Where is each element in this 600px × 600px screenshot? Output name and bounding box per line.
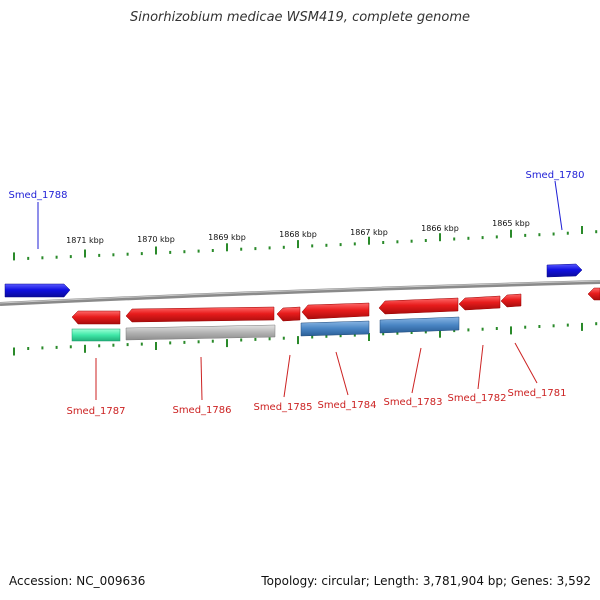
leader-line-smed-1784 <box>335 351 349 396</box>
leader-line-smed-1781 <box>514 342 538 384</box>
ruler-ticks-bottom <box>13 322 598 356</box>
gene-label-smed-1785[interactable]: Smed_1785 <box>253 402 312 413</box>
gene-label-smed-1784[interactable]: Smed_1784 <box>317 400 376 411</box>
gene-smed-1784[interactable] <box>301 302 370 320</box>
leader-line-smed-1783 <box>411 347 422 394</box>
ruler-label: 1871 kbp <box>66 236 104 245</box>
ruler-ticks-top <box>13 226 598 261</box>
gene-smed-1785[interactable] <box>276 306 301 322</box>
gene-smed-1788[interactable] <box>4 283 71 298</box>
genome-backbone <box>0 280 600 306</box>
gene-smed-1787[interactable] <box>71 310 121 325</box>
ruler-label: 1865 kbp <box>492 219 530 228</box>
gene-smed-1781[interactable] <box>500 293 522 308</box>
gene-smed-1780[interactable] <box>546 263 583 278</box>
genome-title: Sinorhizobium medicae WSM419, complete g… <box>129 10 471 25</box>
accession-text: Accession: NC_009636 <box>9 574 146 588</box>
ruler-label: 1869 kbp <box>208 233 246 242</box>
ruler-label: 1867 kbp <box>350 228 388 237</box>
leader-line-smed-1780 <box>554 180 563 231</box>
ruler-label: 1870 kbp <box>137 235 175 244</box>
gene-smed-1783[interactable] <box>378 297 459 315</box>
gene-label-smed-1780[interactable]: Smed_1780 <box>525 170 584 181</box>
leader-line-smed-1786 <box>200 356 203 401</box>
gene-label-smed-1781[interactable]: Smed_1781 <box>507 388 566 399</box>
gene-label-smed-1783[interactable]: Smed_1783 <box>383 397 442 408</box>
gene-smed-1786[interactable] <box>125 306 275 323</box>
gene-smed-1782[interactable] <box>458 295 501 311</box>
gene-offscreen-right[interactable] <box>587 287 600 301</box>
cds-feature-1783[interactable] <box>379 316 460 334</box>
cds-feature-1784[interactable] <box>300 320 370 337</box>
ruler-label: 1868 kbp <box>279 230 317 239</box>
genome-summary-text: Topology: circular; Length: 3,781,904 bp… <box>261 574 591 588</box>
ruler-label: 1866 kbp <box>421 224 459 233</box>
leader-line-smed-1785 <box>283 354 291 398</box>
gene-label-smed-1787[interactable]: Smed_1787 <box>66 406 125 417</box>
gene-label-smed-1788[interactable]: Smed_1788 <box>8 190 67 201</box>
gene-label-smed-1782[interactable]: Smed_1782 <box>447 393 506 404</box>
genome-backbone-highlight <box>0 280 600 304</box>
leader-line-smed-1782 <box>477 344 484 390</box>
rna-feature-1787[interactable] <box>71 328 121 342</box>
gene-label-smed-1786[interactable]: Smed_1786 <box>172 405 231 416</box>
pseudo-feature-1786[interactable] <box>125 324 276 341</box>
